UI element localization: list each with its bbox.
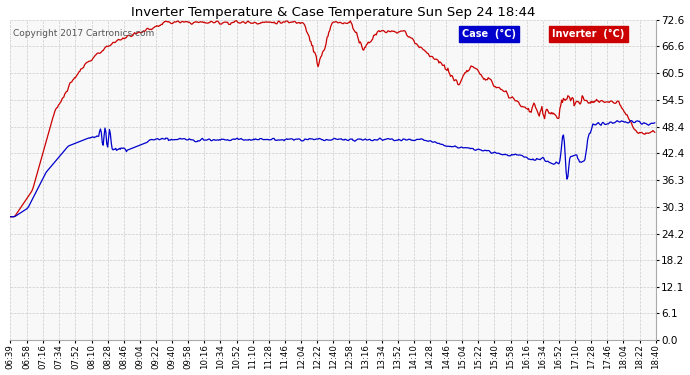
Text: Inverter  (°C): Inverter (°C)	[553, 29, 624, 39]
Text: Copyright 2017 Cartronics.com: Copyright 2017 Cartronics.com	[13, 29, 155, 38]
Title: Inverter Temperature & Case Temperature Sun Sep 24 18:44: Inverter Temperature & Case Temperature …	[130, 6, 535, 18]
Text: Case  (°C): Case (°C)	[462, 29, 516, 39]
